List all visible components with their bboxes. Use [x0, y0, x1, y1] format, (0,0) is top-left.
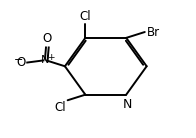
Text: Cl: Cl — [54, 101, 66, 114]
Text: +: + — [47, 53, 54, 63]
Text: N: N — [41, 55, 50, 65]
Text: N: N — [122, 98, 132, 111]
Text: Br: Br — [147, 26, 160, 39]
Text: Cl: Cl — [80, 10, 91, 23]
Text: −: − — [14, 55, 24, 65]
Text: O: O — [43, 32, 52, 45]
Text: O: O — [16, 56, 25, 69]
